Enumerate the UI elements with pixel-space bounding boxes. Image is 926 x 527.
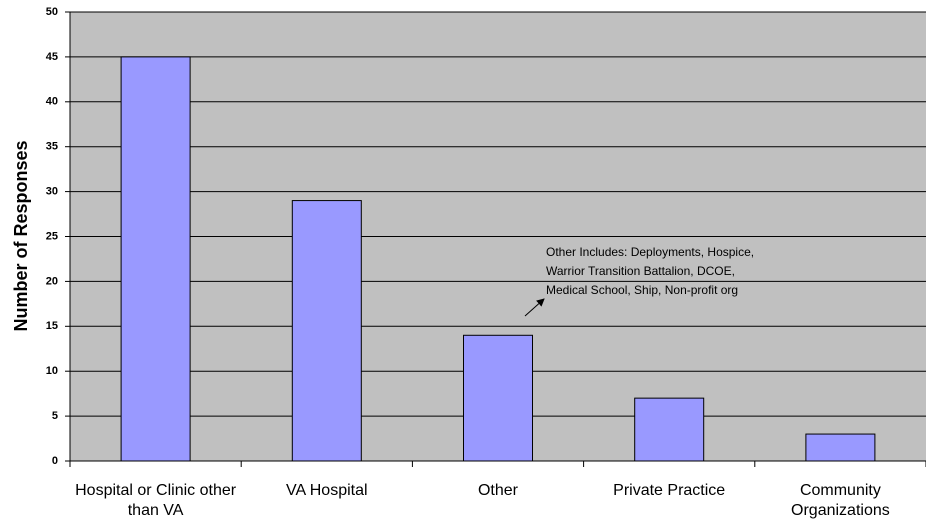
y-tick-label: 25: [46, 230, 58, 242]
y-axis-label: Number of Responses: [11, 140, 31, 331]
y-tick-label: 45: [46, 51, 58, 63]
annotation: Medical School, Ship, Non-profit org: [546, 283, 739, 297]
x-tick-label: Community Organizations: [791, 482, 890, 519]
y-tick-label: 10: [46, 365, 58, 377]
y-tick-label: 20: [46, 275, 58, 287]
x-tick-label: Other: [477, 482, 518, 499]
y-tick-label: 30: [46, 186, 58, 198]
bar: [120, 56, 191, 462]
y-tick-label: 0: [52, 455, 58, 467]
x-tick-label: Hospital or Clinic other than VA: [75, 482, 237, 519]
y-tick-label: 40: [46, 96, 58, 108]
y-tick-label: 15: [46, 320, 58, 332]
annotation: Warrior Transition Battalion, DCOE,: [546, 264, 735, 278]
y-tick-label: 35: [46, 141, 58, 153]
x-tick-label: Private Practice: [613, 482, 726, 499]
bar: [634, 397, 705, 462]
x-tick-label: VA Hospital: [286, 482, 368, 499]
annotation: Other Includes: Deployments, Hospice,: [546, 245, 755, 259]
y-tick-label: 5: [52, 410, 58, 422]
bar: [291, 200, 362, 462]
bar: [463, 334, 533, 462]
bar: [805, 433, 876, 462]
annotation-arrow: [524, 298, 545, 317]
y-tick-label: 50: [46, 6, 58, 18]
